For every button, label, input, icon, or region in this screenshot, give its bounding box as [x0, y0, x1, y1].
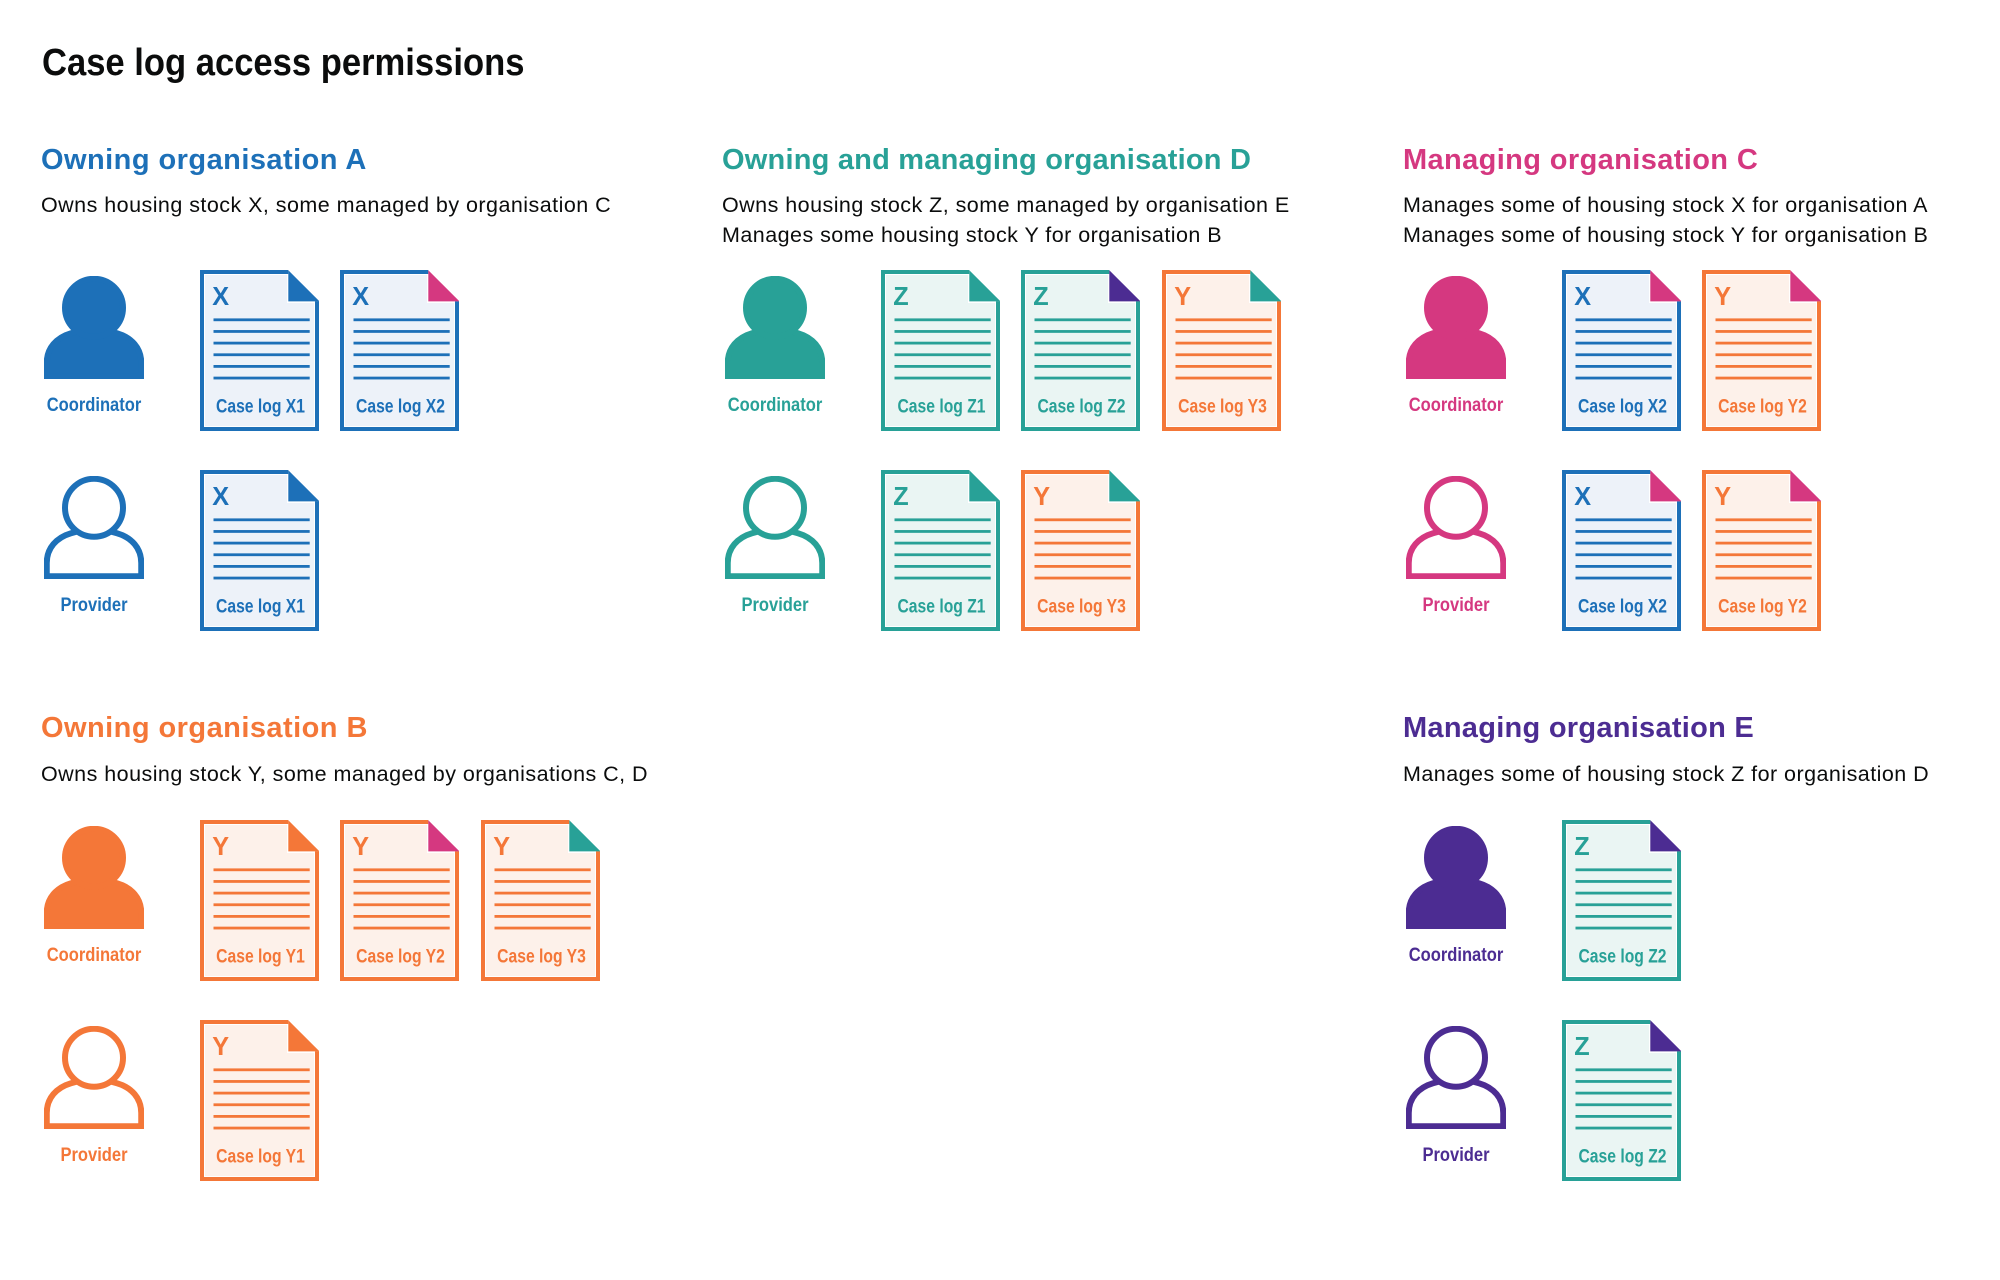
- svg-text:X: X: [353, 283, 370, 312]
- svg-text:Y: Y: [493, 833, 510, 862]
- svg-text:X: X: [212, 483, 229, 512]
- svg-text:Z: Z: [1574, 833, 1589, 862]
- svg-text:Case log X1: Case log X1: [216, 395, 305, 417]
- svg-text:Y: Y: [212, 1033, 229, 1062]
- svg-text:Case log Y1: Case log Y1: [216, 1145, 305, 1167]
- svg-text:Y: Y: [1174, 283, 1191, 312]
- svg-text:Z: Z: [1034, 283, 1049, 312]
- svg-text:Case log Y2: Case log Y2: [1719, 595, 1808, 617]
- svg-text:Case log Z2: Case log Z2: [1578, 945, 1666, 967]
- svg-text:Y: Y: [1715, 483, 1732, 512]
- svg-text:Case log Y3: Case log Y3: [1178, 395, 1267, 417]
- svg-text:Case log X2: Case log X2: [1578, 395, 1667, 417]
- svg-text:Case log Y2: Case log Y2: [1719, 395, 1808, 417]
- svg-text:X: X: [1574, 283, 1591, 312]
- svg-text:Case log Y2: Case log Y2: [357, 945, 446, 967]
- svg-text:Y: Y: [1715, 283, 1732, 312]
- svg-text:Case log Y3: Case log Y3: [497, 945, 586, 967]
- svg-text:Y: Y: [212, 833, 229, 862]
- svg-text:Case log Z2: Case log Z2: [1038, 395, 1126, 417]
- svg-text:Z: Z: [893, 483, 908, 512]
- svg-text:Case log X2: Case log X2: [356, 395, 445, 417]
- svg-text:X: X: [1574, 483, 1591, 512]
- svg-text:Case log Y3: Case log Y3: [1038, 595, 1127, 617]
- svg-text:Y: Y: [1034, 483, 1051, 512]
- svg-text:Case log Y1: Case log Y1: [216, 945, 305, 967]
- svg-text:Case log Z1: Case log Z1: [897, 595, 985, 617]
- svg-text:Y: Y: [353, 833, 370, 862]
- svg-text:X: X: [212, 283, 229, 312]
- svg-text:Case log Z1: Case log Z1: [897, 395, 985, 417]
- svg-text:Case log Z2: Case log Z2: [1578, 1145, 1666, 1167]
- svg-text:Z: Z: [1574, 1033, 1589, 1062]
- svg-text:Case log X2: Case log X2: [1578, 595, 1667, 617]
- svg-text:Z: Z: [893, 283, 908, 312]
- svg-text:Case log X1: Case log X1: [216, 595, 305, 617]
